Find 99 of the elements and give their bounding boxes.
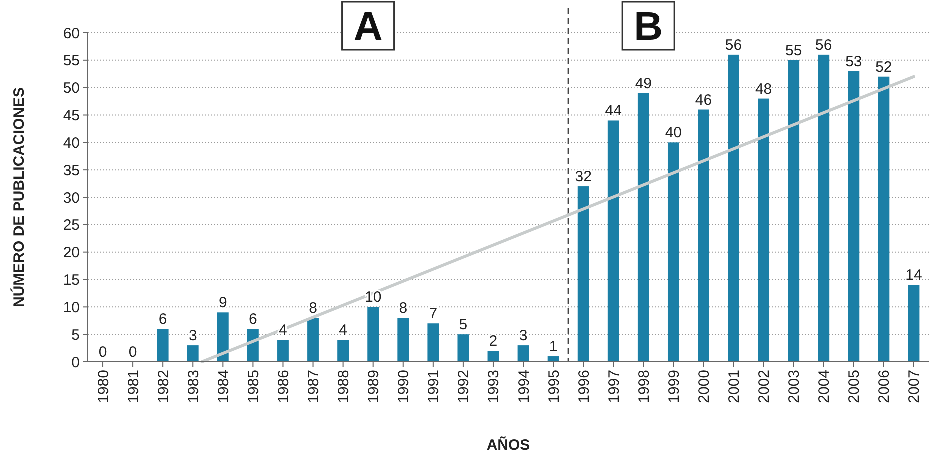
x-axis-title: AÑOS <box>486 436 530 454</box>
x-tick-label: 1980 <box>95 370 112 404</box>
bar <box>488 351 500 362</box>
y-tick-label: 45 <box>63 108 80 124</box>
y-tick-label: 55 <box>63 52 80 70</box>
data-label: 0 <box>128 344 138 361</box>
bar <box>187 346 199 362</box>
bar <box>548 356 560 362</box>
x-tick-label: 1982 <box>155 370 172 404</box>
data-label: 4 <box>279 322 288 340</box>
annotation: A <box>354 5 383 49</box>
data-label: 3 <box>188 328 198 345</box>
data-label: 55 <box>785 42 802 60</box>
data-label: 56 <box>725 36 742 54</box>
data-label: 52 <box>876 58 892 76</box>
bar <box>578 186 590 362</box>
data-label: 5 <box>459 316 468 334</box>
bar <box>308 318 319 362</box>
bar <box>818 54 830 362</box>
bar <box>217 312 229 362</box>
x-tick-label: 1981 <box>125 370 142 404</box>
data-label: 56 <box>816 36 832 54</box>
x-tick-label: 2002 <box>756 370 774 404</box>
data-label: 44 <box>605 102 622 120</box>
x-tick-label: 1997 <box>606 370 623 404</box>
y-axis-title: NÚMERO DE PUBLICACIONES <box>10 87 28 308</box>
x-tick-label: 1983 <box>185 370 202 404</box>
bar <box>908 285 920 362</box>
x-tick-label: 2007 <box>906 370 924 404</box>
x-tick-label: 1985 <box>245 370 262 404</box>
x-tick-label: 1984 <box>215 370 232 404</box>
data-label: 2 <box>489 333 498 350</box>
x-tick-label: 1999 <box>666 370 683 404</box>
data-label: 10 <box>364 289 382 306</box>
bar <box>668 142 680 362</box>
x-tick-label: 2006 <box>876 370 894 404</box>
data-label: 4 <box>339 322 348 340</box>
y-tick-label: 15 <box>63 272 80 289</box>
data-label: 9 <box>218 294 228 312</box>
bar <box>368 307 380 362</box>
data-label: 8 <box>309 300 318 318</box>
bar <box>278 340 289 362</box>
x-tick-label: 1990 <box>396 370 413 404</box>
bar <box>638 93 650 362</box>
x-tick-label: 1998 <box>636 370 653 404</box>
bar <box>428 324 440 362</box>
annotation: B <box>634 5 664 49</box>
bar <box>878 76 890 362</box>
data-label: 8 <box>399 300 408 318</box>
data-label: 53 <box>846 53 862 70</box>
x-tick-label: 2001 <box>726 370 744 404</box>
y-tick-label: 40 <box>63 134 80 152</box>
data-label: 32 <box>575 168 592 186</box>
data-label: 49 <box>635 75 652 92</box>
bar <box>458 334 470 362</box>
x-tick-label: 2004 <box>816 370 834 404</box>
x-tick-label: 1996 <box>576 370 593 404</box>
data-label: 3 <box>519 328 528 345</box>
bar <box>518 346 530 362</box>
x-tick-label: 1993 <box>486 370 503 404</box>
data-label: 7 <box>429 306 438 323</box>
bar <box>398 318 410 362</box>
y-tick-label: 10 <box>63 299 80 316</box>
bar <box>338 340 350 362</box>
x-tick-label: 2003 <box>786 370 804 404</box>
bar <box>698 110 710 362</box>
bar <box>848 71 860 362</box>
data-label: 48 <box>755 80 772 98</box>
y-tick-label: 60 <box>63 25 80 42</box>
x-tick-label: 1986 <box>275 370 292 404</box>
data-label: 0 <box>98 344 108 361</box>
bar <box>247 329 259 362</box>
x-tick-label: 1989 <box>366 370 383 404</box>
x-tick-label: 1992 <box>456 370 473 404</box>
data-label: 6 <box>158 311 168 328</box>
bar <box>758 98 770 362</box>
data-label: 40 <box>665 124 682 142</box>
x-tick-label: 2005 <box>846 370 864 404</box>
bar <box>728 54 740 362</box>
x-tick-label: 1987 <box>306 370 323 404</box>
x-tick-label: 1995 <box>546 370 563 404</box>
x-tick-label: 1994 <box>516 370 533 404</box>
y-tick-label: 0 <box>72 354 80 372</box>
bar <box>608 120 620 362</box>
x-tick-label: 1991 <box>426 370 443 404</box>
data-label: 1 <box>549 338 558 356</box>
x-tick-label: 2000 <box>696 370 713 404</box>
y-tick-label: 30 <box>63 190 80 207</box>
y-tick-label: 5 <box>72 326 80 344</box>
y-tick-label: 35 <box>63 162 80 180</box>
data-label: 6 <box>249 311 258 328</box>
y-tick-label: 20 <box>63 244 80 262</box>
y-tick-label: 50 <box>63 80 80 98</box>
data-label: 14 <box>906 267 922 284</box>
bar <box>788 60 800 362</box>
bar <box>157 329 169 362</box>
data-label: 46 <box>695 92 712 109</box>
x-tick-label: 1988 <box>336 370 353 404</box>
y-tick-label: 25 <box>63 217 80 234</box>
